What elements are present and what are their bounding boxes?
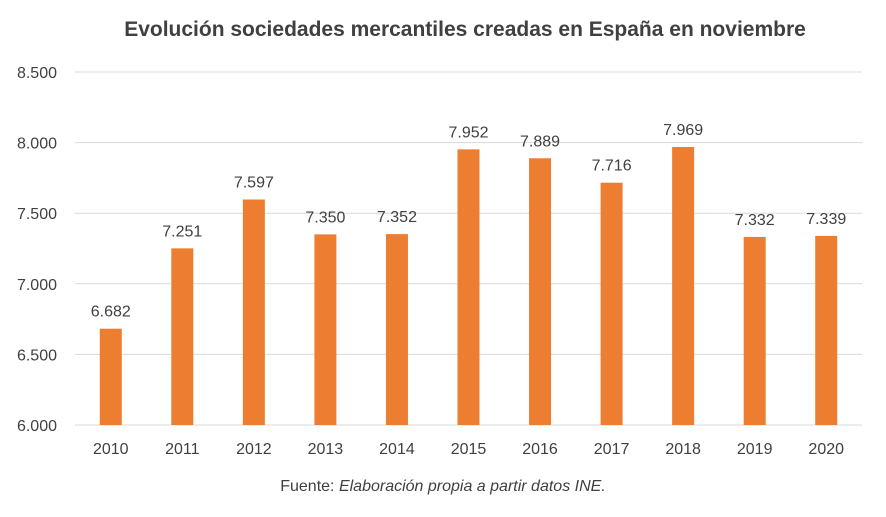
x-tick-label: 2017 <box>594 441 630 458</box>
data-label-2011: 7.251 <box>162 223 202 240</box>
x-tick-label: 2014 <box>379 441 415 458</box>
data-label-2013: 7.350 <box>305 209 345 226</box>
y-tick-label: 7.500 <box>17 206 57 223</box>
bar-2017 <box>600 182 623 425</box>
y-tick-label: 6.500 <box>17 347 57 364</box>
bar-2011 <box>171 248 194 425</box>
y-tick-label: 7.000 <box>17 277 57 294</box>
x-tick-label: 2011 <box>165 441 200 458</box>
bar-2014 <box>385 234 408 425</box>
y-tick-label: 8.000 <box>17 136 57 153</box>
bar-2015 <box>457 149 480 425</box>
bar-2016 <box>529 158 552 425</box>
data-label-2016: 7.889 <box>520 133 560 150</box>
x-tick-label: 2015 <box>451 441 487 458</box>
bar-2013 <box>314 234 337 425</box>
data-label-2014: 7.352 <box>377 209 417 226</box>
bar-2019 <box>743 236 766 425</box>
data-label-2010: 6.682 <box>91 304 131 321</box>
bar-2012 <box>242 199 265 425</box>
data-label-2015: 7.952 <box>448 124 488 141</box>
data-label-2012: 7.597 <box>234 175 274 192</box>
bar-2020 <box>815 235 838 425</box>
data-label-2019: 7.332 <box>735 212 775 229</box>
bars <box>99 146 838 425</box>
data-labels: 6.682 7.251 7.597 7.350 7.352 7.952 7.889 7.716… <box>91 122 847 321</box>
data-label-2018: 7.969 <box>663 122 703 139</box>
y-axis-ticks: 6.000 6.500 7.000 7.500 8.000 8.500 <box>17 65 57 435</box>
bar-2010 <box>99 328 122 425</box>
x-tick-label: 2013 <box>308 441 344 458</box>
x-tick-label: 2019 <box>737 441 773 458</box>
x-axis-ticks: 2010 2011 2012 2013 2014 2015 2016 2017 2018 2019… <box>93 441 844 458</box>
chart-title: Evolución sociedades mercantiles creadas… <box>124 18 806 41</box>
y-tick-label: 6.000 <box>17 418 57 435</box>
data-label-2020: 7.339 <box>806 211 846 228</box>
y-tick-label: 8.500 <box>17 65 57 82</box>
x-tick-label: 2020 <box>808 441 844 458</box>
bar-2018 <box>672 146 695 425</box>
x-tick-label: 2018 <box>665 441 701 458</box>
source-detail: Elaboración propia a partir datos INE. <box>338 478 606 495</box>
source-prefix: Fuente: <box>280 478 339 495</box>
x-tick-label: 2012 <box>236 441 272 458</box>
source-note: Fuente: Elaboración propia a partir dato… <box>0 478 886 496</box>
data-label-2017: 7.716 <box>592 158 632 175</box>
x-tick-label: 2010 <box>93 441 129 458</box>
x-tick-label: 2016 <box>522 441 558 458</box>
